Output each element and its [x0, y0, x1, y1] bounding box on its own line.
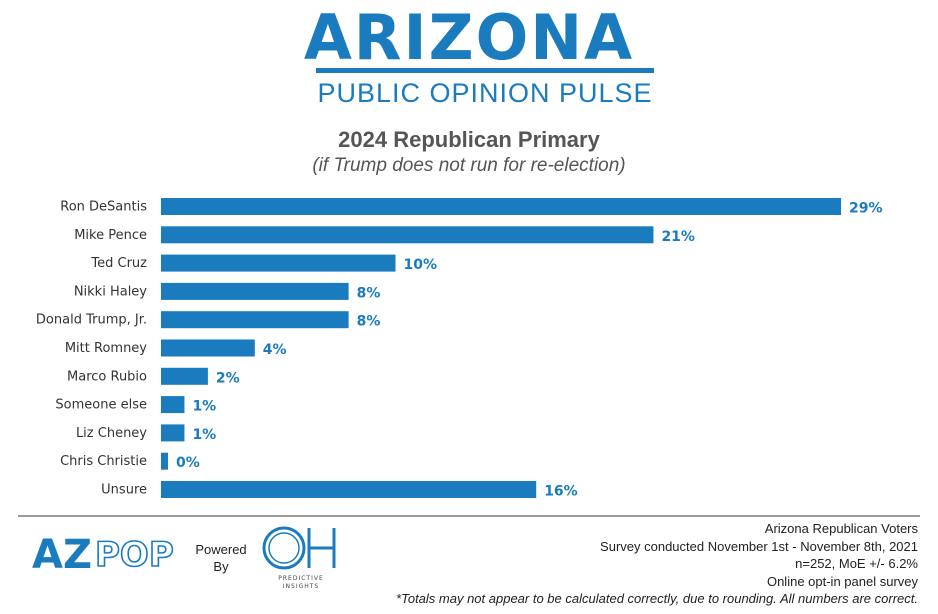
category-label: Ron DeSantis — [60, 200, 147, 215]
chart-subtitle: (if Trump does not run for re-election) — [312, 155, 626, 176]
value-label: 1% — [192, 427, 216, 443]
footer-info-population: Arizona Republican Voters — [764, 521, 918, 536]
category-label: Marco Rubio — [67, 369, 147, 384]
value-label: 4% — [263, 342, 287, 358]
value-label: 10% — [404, 257, 438, 273]
powered-by-text: Powered By — [191, 541, 251, 575]
value-label: 8% — [357, 314, 381, 330]
category-label: Ted Cruz — [90, 256, 147, 271]
bar — [161, 452, 168, 470]
bar — [161, 254, 396, 272]
svg-text:AZ: AZ — [32, 532, 92, 572]
category-label: Unsure — [101, 483, 147, 498]
powered-by-line1: Powered — [195, 542, 247, 557]
footer-info-dates: Survey conducted November 1st - November… — [600, 538, 918, 554]
value-label: 2% — [216, 370, 240, 386]
powered-by-line2: By — [213, 559, 229, 574]
svg-text:PREDICTIVE: PREDICTIVE — [278, 575, 324, 582]
arizona-logo: Arizona — [0, 6, 938, 70]
svg-text:INSIGHTS: INSIGHTS — [283, 583, 319, 590]
footer-divider — [18, 515, 920, 517]
oh-predictive-insights-logo: PREDICTIVE INSIGHTS — [262, 526, 336, 590]
bar — [161, 311, 349, 329]
footer-info: Arizona Republican Voters Survey conduct… — [396, 520, 918, 608]
footer-note: *Totals may not appear to be calculated … — [396, 591, 918, 606]
category-label: Chris Christie — [60, 454, 147, 469]
category-label: Nikki Haley — [74, 284, 147, 299]
bar — [161, 424, 185, 442]
logo-subtitle: PUBLIC OPINION PULSE — [317, 78, 653, 108]
bar — [161, 198, 842, 215]
category-label: Liz Cheney — [76, 426, 147, 441]
value-label: 29% — [849, 201, 883, 217]
logo-underline — [316, 68, 654, 73]
chart-title: 2024 Republican Primary — [338, 127, 600, 152]
value-label: 21% — [661, 229, 695, 245]
value-label: 1% — [192, 399, 216, 415]
azpop-logo: AZ POP — [32, 532, 175, 572]
bar — [161, 339, 255, 357]
logo-title: Arizona — [303, 1, 635, 74]
bar — [161, 481, 537, 498]
bar — [161, 226, 654, 244]
footer-info-method: Online opt-in panel survey — [766, 573, 918, 589]
bar — [161, 367, 208, 385]
bar — [161, 396, 185, 414]
category-label: Mike Pence — [74, 228, 147, 243]
bar — [161, 282, 349, 300]
footer-info-sample: n=252, MoE +/- 6.2% — [795, 556, 918, 571]
svg-text:POP: POP — [95, 535, 174, 572]
value-label: 16% — [544, 484, 578, 500]
category-label: Someone else — [55, 398, 147, 413]
category-label: Donald Trump, Jr. — [36, 313, 147, 328]
value-label: 8% — [357, 285, 381, 301]
value-label: 0% — [176, 455, 200, 471]
bar-chart: Ron DeSantis 29% Mike Pence 21% Ted Cruz 10% N… — [36, 198, 883, 500]
category-label: Mitt Romney — [65, 341, 147, 356]
